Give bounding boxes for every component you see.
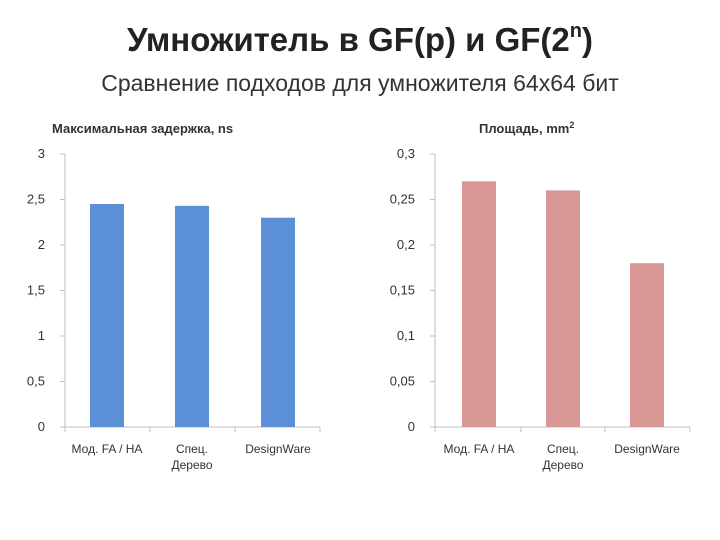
area-chart-title-main: Площадь, mm bbox=[479, 121, 569, 136]
area-bar bbox=[462, 181, 496, 427]
slide-title-superscript: n bbox=[569, 20, 582, 42]
delay-chart: Максимальная задержка, ns 0 0,5 1 1,5 2 2,5 3 М… bbox=[0, 110, 360, 490]
area-x-tick-label: DesignWare bbox=[614, 442, 680, 456]
area-x-tick-label: Дерево bbox=[542, 458, 583, 472]
delay-y-tick-label: 2,5 bbox=[27, 192, 45, 207]
delay-x-tick-label: DesignWare bbox=[245, 442, 311, 456]
slide-title-end: ) bbox=[582, 21, 593, 58]
delay-y-tick-label: 0 bbox=[38, 419, 45, 434]
area-y-tick-label: 0,15 bbox=[390, 283, 415, 298]
slide-subtitle: Сравнение подходов для умножителя 64x64 … bbox=[101, 70, 619, 96]
area-y-tick-label: 0 bbox=[408, 419, 415, 434]
delay-y-tick-label: 1 bbox=[38, 328, 45, 343]
area-chart: Площадь, mm2 0 0,05 0,1 0,15 0,2 0,25 0,3 Мод. … bbox=[360, 110, 720, 490]
slide-title: Умножитель в GF(p) и GF(2n) bbox=[0, 20, 720, 60]
delay-y-tick-label: 2 bbox=[38, 237, 45, 252]
delay-bar bbox=[90, 204, 124, 427]
area-bar bbox=[546, 190, 580, 427]
area-x-tick-label: Спец. bbox=[547, 442, 579, 456]
delay-x-tick-label: Спец. bbox=[176, 442, 208, 456]
delay-y-tick-label: 0,5 bbox=[27, 374, 45, 389]
area-y-tick-label: 0,1 bbox=[397, 328, 415, 343]
area-y-tick-label: 0,05 bbox=[390, 374, 415, 389]
delay-x-tick-label: Мод. FA / HA bbox=[72, 442, 143, 456]
area-y-tick-label: 0,2 bbox=[397, 237, 415, 252]
delay-y-tick-label: 1,5 bbox=[27, 283, 45, 298]
area-chart-svg: Площадь, mm2 0 0,05 0,1 0,15 0,2 0,25 0,3 Мод. … bbox=[390, 120, 691, 472]
area-chart-title-superscript: 2 bbox=[569, 120, 574, 130]
area-chart-title: Площадь, mm2 bbox=[479, 120, 574, 136]
area-y-tick-label: 0,3 bbox=[397, 146, 415, 161]
area-x-tick-label: Мод. FA / HA bbox=[444, 442, 515, 456]
delay-chart-svg: Максимальная задержка, ns 0 0,5 1 1,5 2 2,5 3 М… bbox=[27, 121, 321, 472]
area-bar bbox=[630, 263, 664, 427]
delay-chart-title: Максимальная задержка, ns bbox=[52, 121, 233, 136]
delay-y-tick-label: 3 bbox=[38, 146, 45, 161]
delay-x-tick-label: Дерево bbox=[171, 458, 212, 472]
delay-bar bbox=[175, 205, 209, 427]
area-y-tick-label: 0,25 bbox=[390, 192, 415, 207]
slide-title-main: Умножитель в GF(p) и GF(2 bbox=[127, 21, 570, 58]
delay-bar bbox=[261, 217, 295, 427]
